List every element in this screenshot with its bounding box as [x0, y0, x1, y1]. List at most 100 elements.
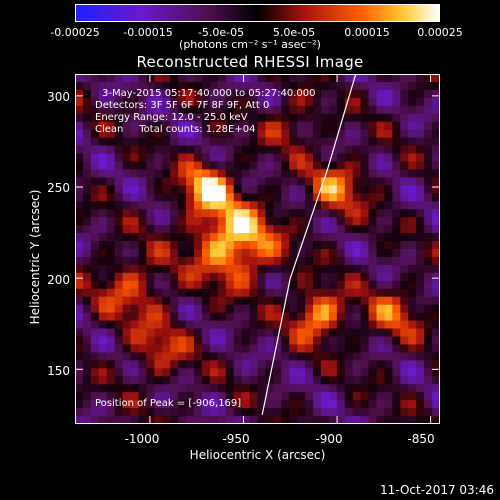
- heatmap-cell: [328, 81, 338, 91]
- heatmap-cell: [392, 74, 401, 83]
- heatmap-cell: [82, 328, 92, 337]
- heatmap-cell: [320, 225, 330, 234]
- heatmap-cell: [344, 201, 354, 210]
- heatmap-cell: [320, 400, 330, 409]
- heatmap-cell: [392, 344, 401, 353]
- heatmap-cell: [408, 288, 417, 298]
- heatmap-cell: [122, 153, 131, 162]
- heatmap-cell: [432, 264, 441, 274]
- heatmap-cell: [257, 400, 266, 409]
- heatmap-cell: [432, 169, 441, 178]
- heatmap-cell: [297, 280, 306, 290]
- heatmap-cell: [178, 153, 187, 162]
- heatmap-cell: [178, 416, 187, 425]
- heatmap-cell: [90, 384, 100, 393]
- heatmap-cell: [360, 185, 369, 194]
- heatmap-cell: [408, 113, 417, 123]
- heatmap-cell: [146, 177, 155, 186]
- heatmap-cell: [249, 280, 258, 290]
- heatmap-cell: [170, 153, 179, 162]
- heatmap-cell: [90, 288, 100, 298]
- heatmap-cell: [432, 217, 441, 226]
- heatmap-cell: [384, 328, 393, 337]
- heatmap-cell: [289, 392, 298, 401]
- heatmap-cell: [225, 241, 234, 250]
- heatmap-cell: [194, 352, 203, 361]
- heatmap-cell: [360, 400, 369, 409]
- heatmap-cell: [400, 288, 409, 298]
- heatmap-cell: [178, 89, 187, 99]
- heatmap-cell: [360, 89, 369, 99]
- heatmap-cell: [289, 153, 298, 162]
- heatmap-cell: [336, 256, 346, 266]
- heatmap-cell: [432, 392, 441, 401]
- heatmap-cell: [360, 312, 369, 321]
- heatmap-cell: [257, 153, 266, 162]
- heatmap-cell: [178, 81, 187, 91]
- heatmap-cell: [170, 145, 179, 154]
- heatmap-cell: [194, 320, 203, 329]
- heatmap-cell: [122, 336, 131, 345]
- heatmap-cell: [154, 416, 163, 425]
- heatmap-cell: [392, 105, 401, 115]
- heatmap-cell: [305, 360, 314, 369]
- heatmap-cell: [249, 296, 258, 305]
- heatmap-cell: [344, 161, 354, 170]
- heatmap-cell: [114, 89, 123, 99]
- heatmap-cell: [209, 161, 219, 170]
- heatmap-cell: [75, 153, 84, 162]
- heatmap-cell: [170, 137, 179, 146]
- heatmap-cell: [82, 376, 92, 385]
- heatmap-cell: [201, 177, 211, 186]
- heatmap-cell: [130, 408, 139, 417]
- heatmap-cell: [82, 384, 92, 393]
- heatmap-cell: [392, 376, 401, 385]
- heatmap-cell: [217, 408, 227, 417]
- heatmap-cell: [336, 97, 346, 107]
- heatmap-cell: [162, 153, 171, 162]
- heatmap-cell: [233, 233, 242, 242]
- heatmap-cell: [336, 408, 346, 417]
- heatmap-cell: [400, 336, 409, 345]
- heatmap-cell: [170, 177, 179, 186]
- heatmap-cell: [289, 129, 298, 138]
- heatmap-cell: [90, 193, 100, 202]
- heatmap-cell: [114, 384, 123, 393]
- heatmap-cell: [305, 97, 314, 107]
- heatmap-cell: [98, 153, 108, 162]
- heatmap-cell: [138, 217, 147, 226]
- heatmap-cell: [146, 145, 155, 154]
- heatmap-cell: [90, 264, 100, 274]
- heatmap-cell: [432, 177, 441, 186]
- heatmap-cell: [122, 209, 131, 218]
- heatmap-cell: [154, 264, 163, 274]
- heatmap-cell: [336, 185, 346, 194]
- heatmap-cell: [336, 89, 346, 99]
- heatmap-cell: [194, 225, 203, 234]
- heatmap-cell: [106, 74, 115, 83]
- heatmap-cell: [217, 249, 227, 258]
- heatmap-cell: [241, 344, 250, 353]
- heatmap-cell: [432, 185, 441, 194]
- heatmap-cell: [162, 408, 171, 417]
- heatmap-cell: [392, 201, 401, 210]
- heatmap-cell: [114, 304, 123, 313]
- heatmap-cell: [416, 177, 425, 186]
- heatmap-cell: [241, 280, 250, 290]
- heatmap-cell: [170, 288, 179, 298]
- heatmap-cell: [138, 280, 147, 290]
- heatmap-cell: [432, 74, 441, 83]
- heatmap-cell: [233, 320, 242, 329]
- heatmap-cell: [432, 113, 441, 123]
- heatmap-cell: [360, 169, 369, 178]
- heatmap-cell: [138, 177, 147, 186]
- heatmap-cell: [344, 225, 354, 234]
- heatmap-cell: [98, 368, 108, 377]
- heatmap-cell: [233, 217, 242, 226]
- heatmap-cell: [138, 368, 147, 377]
- heatmap-cell: [170, 384, 179, 393]
- heatmap-cell: [138, 81, 147, 91]
- heatmap-cell: [75, 280, 84, 290]
- heatmap-cell: [432, 256, 441, 266]
- annotation-detectors: Detectors: 3F 5F 6F 7F 8F 9F, Att 0: [95, 100, 270, 111]
